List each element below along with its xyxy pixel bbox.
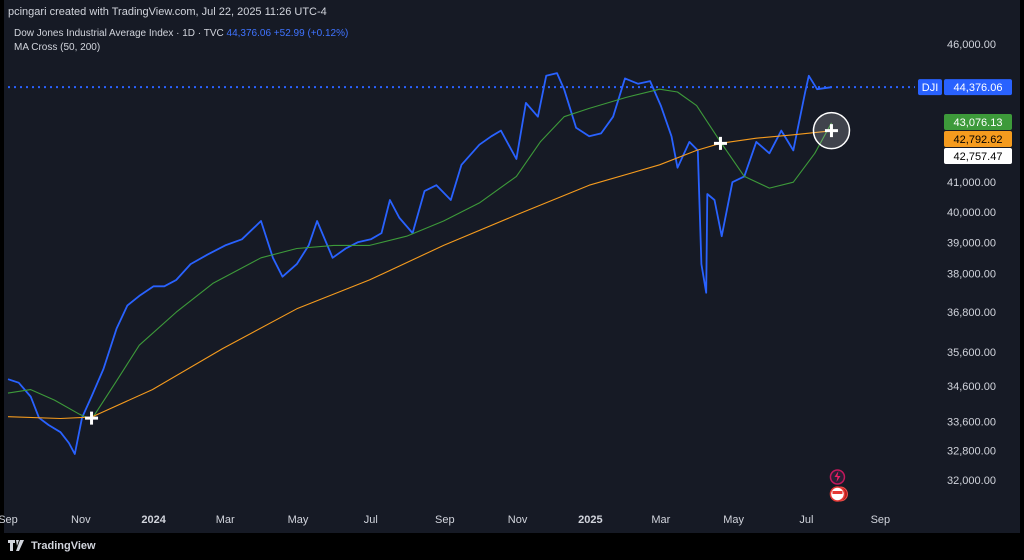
y-tick-label: 35,600.00 [947, 347, 996, 359]
y-tick-label: 34,600.00 [947, 381, 996, 393]
price-label-text: 44,376.06 [954, 82, 1003, 94]
x-tick-label: Jul [364, 514, 378, 526]
price-label-text: 42,757.47 [954, 151, 1003, 163]
dji-price-line [7, 72, 832, 455]
y-tick-label: 40,000.00 [947, 207, 996, 219]
brand-label: TradingView [31, 540, 96, 552]
lightning-icon [834, 471, 841, 482]
ma-cross-marker [713, 136, 727, 150]
ma50-line [7, 88, 832, 421]
ma-cross-marker [824, 124, 838, 138]
x-tick-label: Jul [799, 514, 813, 526]
y-tick-label: 32,800.00 [947, 445, 996, 457]
price-label-box [944, 131, 1012, 147]
y-tick-label: 39,000.00 [947, 237, 996, 249]
x-tick-label: May [723, 514, 744, 526]
x-tick-label: 2024 [141, 514, 166, 526]
y-tick-label: 46,000.00 [947, 39, 996, 51]
x-tick-label: May [288, 514, 309, 526]
price-tag-name: DJI [922, 82, 939, 94]
x-tick-label: Mar [651, 514, 670, 526]
y-tick-label: 32,000.00 [947, 475, 996, 487]
x-tick-label: 2025 [578, 514, 602, 526]
price-label-box [944, 148, 1012, 164]
price-label-box [944, 79, 1012, 96]
tradingview-icon [8, 540, 24, 551]
ma-cross-marker [85, 411, 99, 425]
y-tick-label: 36,800.00 [947, 307, 996, 319]
tradingview-logo[interactable]: TradingView [8, 540, 96, 552]
us-flag-stripes-icon [832, 491, 843, 494]
price-tag-dji [918, 79, 942, 96]
footer [0, 533, 1024, 560]
x-tick-label: Nov [508, 514, 528, 526]
y-tick-label: 38,000.00 [947, 269, 996, 281]
indicator-legend[interactable]: MA Cross (50, 200) [14, 42, 101, 53]
price-label-text: 42,792.62 [954, 134, 1003, 146]
chart-pane[interactable] [4, 0, 1020, 533]
credit-line: pcingari created with TradingView.com, J… [8, 6, 327, 18]
price-label-box [944, 114, 1012, 130]
x-tick-label: Sep [0, 514, 18, 526]
price-label-text: 43,076.13 [954, 117, 1003, 129]
series-title: Dow Jones Industrial Average Index · 1D … [14, 28, 224, 39]
y-tick-label: 33,600.00 [947, 416, 996, 428]
price-change: +52.99 (+0.12%) [273, 28, 349, 39]
last-price: 44,376.06 [226, 28, 272, 39]
series-legend[interactable]: Dow Jones Industrial Average Index · 1D … [14, 28, 348, 39]
x-tick-label: Sep [435, 514, 455, 526]
x-tick-label: Mar [216, 514, 235, 526]
x-tick-label: Sep [871, 514, 891, 526]
x-tick-label: Nov [71, 514, 91, 526]
ma200-line [7, 130, 832, 420]
price-chart[interactable]: 46,000.00 41,000.00 40,000.00 39,000.00 38,0… [0, 0, 1024, 533]
y-tick-label: 41,000.00 [947, 177, 996, 189]
